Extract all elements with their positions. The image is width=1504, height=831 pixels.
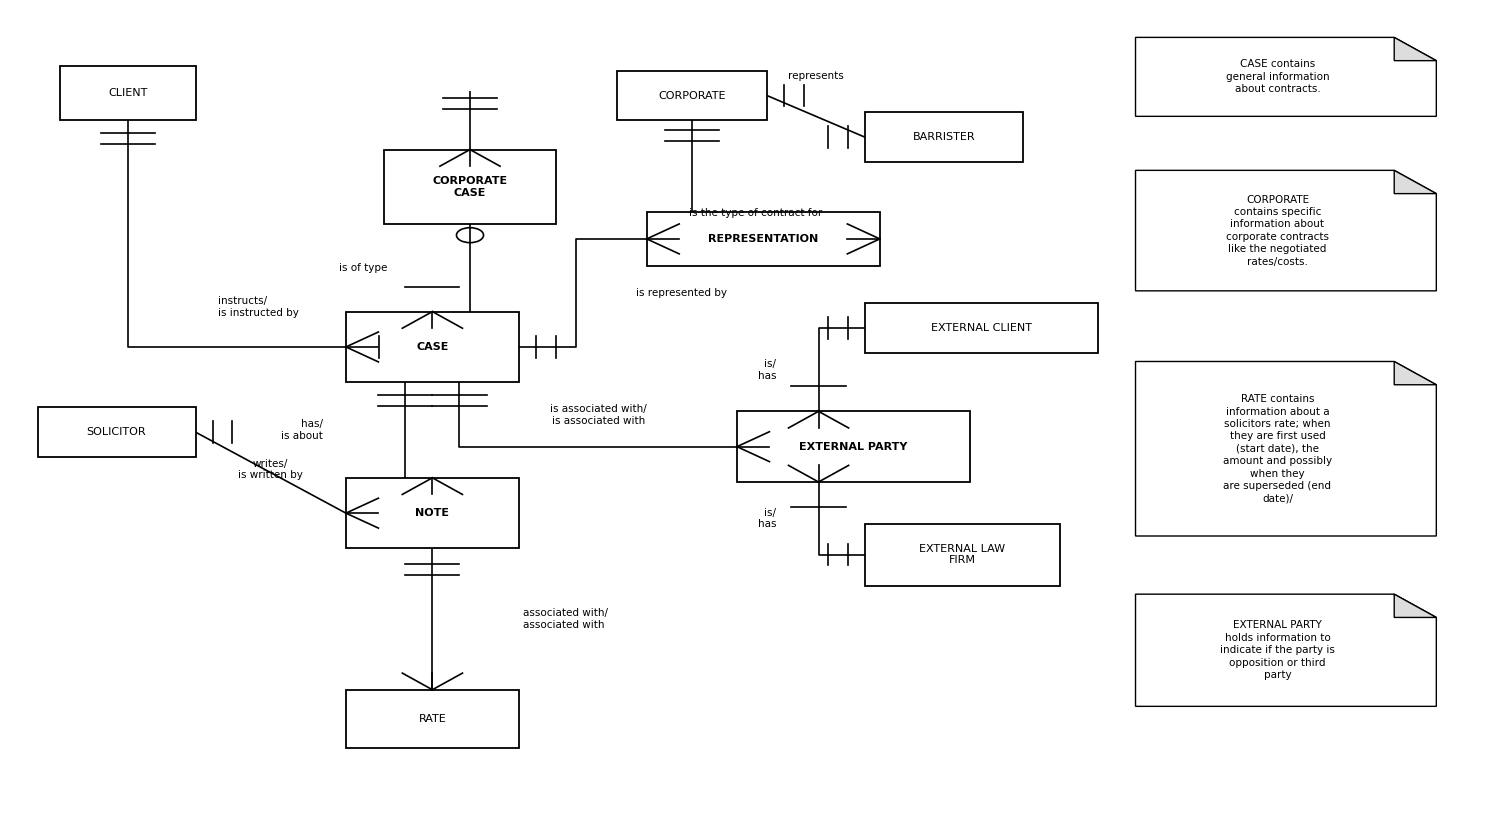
Text: CLIENT: CLIENT [108, 88, 147, 99]
Text: CORPORATE
contains specific
information about
corporate contracts
like the negot: CORPORATE contains specific information … [1226, 194, 1330, 267]
Text: is/
has: is/ has [758, 359, 776, 381]
Bar [865, 303, 1098, 353]
Bar [647, 212, 880, 266]
Bar [346, 478, 519, 548]
Text: represents: represents [788, 71, 844, 81]
Text: CASE contains
general information
about contracts.: CASE contains general information about … [1226, 60, 1330, 94]
Bar [865, 112, 1023, 162]
Bar [384, 150, 556, 224]
Text: is of type: is of type [338, 263, 388, 273]
Text: CORPORATE
CASE: CORPORATE CASE [433, 176, 507, 198]
Polygon shape [1394, 594, 1436, 617]
Text: SOLICITOR: SOLICITOR [87, 427, 146, 437]
Text: associated with/
associated with: associated with/ associated with [523, 608, 608, 630]
Text: CASE: CASE [417, 342, 448, 352]
Text: is associated with/
is associated with: is associated with/ is associated with [550, 405, 647, 425]
Bar [346, 312, 519, 382]
Bar [737, 411, 970, 482]
Text: BARRISTER: BARRISTER [913, 132, 975, 142]
Text: REPRESENTATION: REPRESENTATION [708, 234, 818, 244]
Polygon shape [1136, 594, 1436, 706]
Bar [865, 524, 1060, 586]
Text: is/
has: is/ has [758, 508, 776, 529]
Polygon shape [1136, 170, 1436, 291]
Text: EXTERNAL LAW
FIRM: EXTERNAL LAW FIRM [919, 544, 1006, 565]
Text: EXTERNAL PARTY: EXTERNAL PARTY [799, 441, 908, 452]
Bar [60, 66, 196, 120]
Text: has/
is about: has/ is about [281, 420, 323, 440]
Text: RATE: RATE [418, 714, 447, 724]
Text: RATE contains
information about a
solicitors rate; when
they are first used
(sta: RATE contains information about a solici… [1223, 394, 1333, 504]
Text: EXTERNAL PARTY
holds information to
indicate if the party is
opposition or third: EXTERNAL PARTY holds information to indi… [1220, 621, 1336, 680]
Bar [346, 690, 519, 748]
Polygon shape [1136, 37, 1436, 116]
Text: instructs/
is instructed by: instructs/ is instructed by [218, 297, 299, 317]
Text: CORPORATE: CORPORATE [659, 91, 725, 101]
Bar [617, 71, 767, 120]
Text: NOTE: NOTE [415, 508, 450, 519]
Text: is the type of contract for: is the type of contract for [689, 208, 823, 218]
Text: is represented by: is represented by [636, 288, 728, 298]
Polygon shape [1394, 170, 1436, 194]
Polygon shape [1136, 361, 1436, 536]
Bar [38, 407, 196, 457]
Text: EXTERNAL CLIENT: EXTERNAL CLIENT [931, 323, 1032, 333]
Polygon shape [1394, 37, 1436, 61]
Text: writes/
is written by: writes/ is written by [238, 459, 304, 480]
Polygon shape [1394, 361, 1436, 385]
